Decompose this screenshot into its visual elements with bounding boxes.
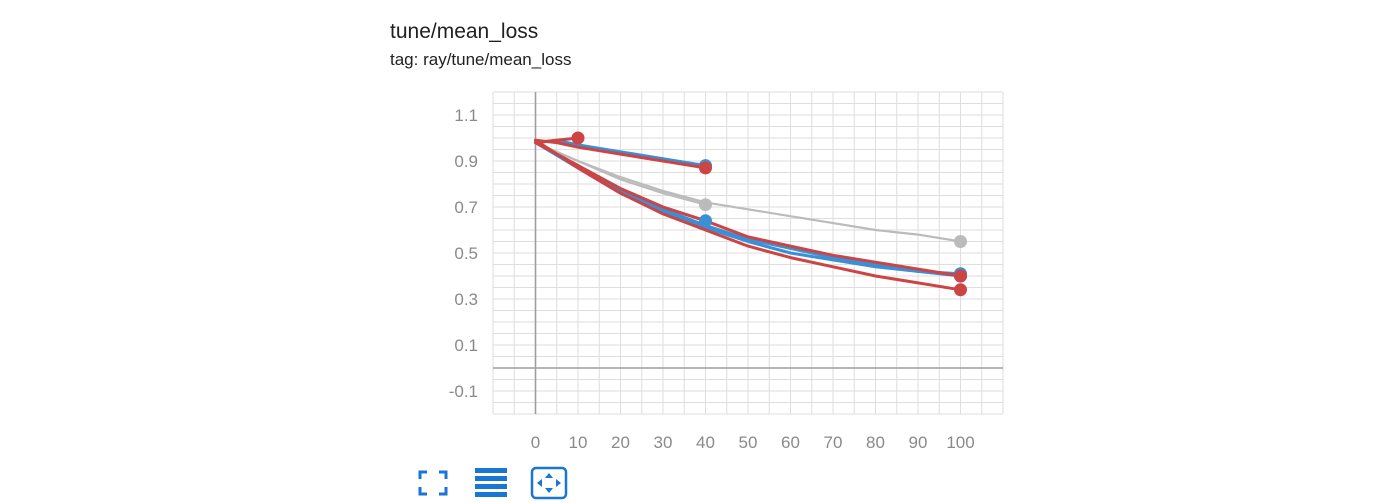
y-tick-label: 1.1 [454, 106, 478, 125]
x-tick-label: 100 [946, 433, 974, 452]
y-tick-label: 0.5 [454, 244, 478, 263]
x-tick-label: 30 [654, 433, 673, 452]
x-tick-label: 50 [739, 433, 758, 452]
x-tick-label: 60 [781, 433, 800, 452]
series-line[interactable] [534, 141, 962, 278]
series-line[interactable] [534, 138, 707, 170]
chart-title: tune/mean_loss [390, 20, 539, 43]
log-scale-button[interactable] [472, 464, 510, 502]
x-tick-label: 0 [531, 433, 540, 452]
series-endpoint-marker[interactable] [954, 235, 967, 248]
y-tick-label: 0.1 [454, 336, 478, 355]
series-endpoint-marker[interactable] [571, 131, 585, 145]
y-tick-label: 0.3 [454, 290, 478, 309]
series-line[interactable] [534, 138, 962, 292]
fullscreen-icon [418, 470, 448, 496]
x-tick-label: 70 [824, 433, 843, 452]
x-tick-label: 90 [909, 433, 928, 452]
fullscreen-button[interactable] [414, 464, 452, 502]
x-tick-label: 40 [696, 433, 715, 452]
fit-domain-icon [530, 466, 568, 500]
y-tick-label: 0.7 [454, 198, 478, 217]
y-tick-label: -0.1 [449, 382, 478, 401]
x-tick-label: 80 [866, 433, 885, 452]
series-endpoint-marker[interactable] [699, 161, 712, 175]
x-tick-label: 20 [611, 433, 630, 452]
list-icon [475, 468, 507, 497]
x-tick-label: 10 [569, 433, 588, 452]
series-endpoint-marker[interactable] [954, 269, 967, 283]
chart-subtitle: tag: ray/tune/mean_loss [390, 50, 572, 69]
series-endpoint-marker[interactable] [699, 198, 712, 212]
series-endpoint-marker[interactable] [954, 283, 967, 297]
series-endpoint-marker[interactable] [699, 214, 712, 228]
y-tick-label: 0.9 [454, 152, 478, 171]
series-line[interactable] [534, 136, 580, 145]
fit-domain-button[interactable] [530, 464, 568, 502]
series-line[interactable] [534, 141, 962, 243]
